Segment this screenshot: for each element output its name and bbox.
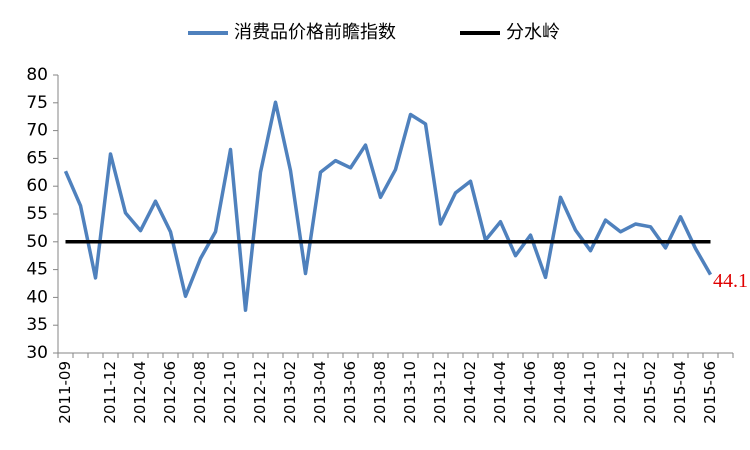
x-tick-label: 2014-12 bbox=[611, 361, 629, 424]
x-tick-label: 2013-08 bbox=[371, 361, 389, 424]
x-tick-label: 2015-02 bbox=[641, 361, 659, 424]
legend-label: 分水岭 bbox=[506, 22, 560, 43]
x-tick-label: 2013-04 bbox=[311, 361, 329, 424]
y-tick-label: 35 bbox=[26, 315, 48, 335]
y-tick-label: 40 bbox=[26, 287, 48, 307]
x-tick-label: 2012-12 bbox=[251, 361, 269, 424]
x-tick-label: 2015-06 bbox=[701, 361, 719, 424]
x-tick-label: 2012-04 bbox=[131, 361, 149, 424]
y-tick-label: 60 bbox=[26, 176, 48, 196]
y-tick-label: 55 bbox=[26, 204, 48, 224]
x-tick-label: 2011-12 bbox=[101, 361, 119, 424]
y-tick-label: 75 bbox=[26, 93, 48, 113]
x-tick-label: 2011-09 bbox=[56, 361, 74, 424]
x-tick-label: 2014-06 bbox=[521, 361, 539, 424]
x-tick-label: 2014-10 bbox=[581, 361, 599, 424]
y-tick-label: 30 bbox=[26, 343, 48, 363]
x-tick-label: 2014-02 bbox=[461, 361, 479, 424]
y-tick-label: 45 bbox=[26, 260, 48, 280]
y-tick-label: 70 bbox=[26, 121, 48, 141]
y-tick-label: 50 bbox=[26, 232, 48, 252]
x-tick-label: 2012-08 bbox=[191, 361, 209, 424]
x-tick-label: 2014-08 bbox=[551, 361, 569, 424]
series-line bbox=[63, 100, 713, 312]
x-tick-label: 2013-10 bbox=[401, 361, 419, 424]
x-tick-label: 2013-06 bbox=[341, 361, 359, 424]
data-label: 44.1 bbox=[713, 270, 748, 292]
x-tick-label: 2012-06 bbox=[161, 361, 179, 424]
legend-label: 消费品价格前瞻指数 bbox=[234, 22, 396, 43]
x-tick-label: 2013-02 bbox=[281, 361, 299, 424]
y-tick-label: 65 bbox=[26, 148, 48, 168]
y-tick-label: 80 bbox=[26, 65, 48, 85]
x-tick-label: 2015-04 bbox=[671, 361, 689, 424]
x-tick-label: 2012-10 bbox=[221, 361, 239, 424]
x-tick-label: 2013-12 bbox=[431, 361, 449, 424]
x-tick-label: 2014-04 bbox=[491, 361, 509, 424]
